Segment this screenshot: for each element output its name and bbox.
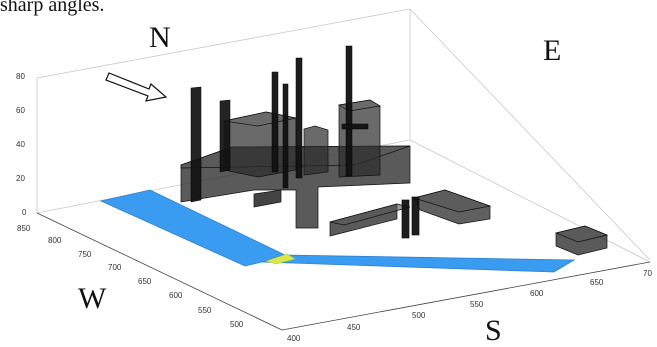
annex-tower-1 bbox=[401, 199, 410, 239]
s-tick-650: 650 bbox=[590, 278, 604, 287]
s-tick-600: 600 bbox=[530, 289, 544, 298]
west-axis-line bbox=[36, 212, 283, 331]
z-tick-0: 0 bbox=[22, 208, 27, 217]
figure-caption-fragment: sharp angles. bbox=[0, 0, 105, 16]
w-tick-850: 850 bbox=[17, 224, 31, 233]
z-tick-60: 60 bbox=[16, 106, 25, 115]
z-tick-20: 20 bbox=[16, 174, 25, 183]
building-small-low bbox=[253, 189, 282, 208]
west-axis-ticks: 500 550 600 650 700 750 800 850 bbox=[17, 224, 244, 329]
south-axis-ticks: 400 450 500 550 600 650 70 bbox=[287, 269, 652, 343]
pipe-bridge bbox=[341, 123, 369, 130]
chimney-4 bbox=[345, 45, 353, 177]
z-tick-40: 40 bbox=[16, 140, 25, 149]
w-tick-800: 800 bbox=[48, 236, 62, 245]
compass-south-label: S bbox=[485, 314, 502, 347]
building-isolated bbox=[554, 225, 609, 256]
tower-left-mid bbox=[219, 99, 231, 173]
w-tick-700: 700 bbox=[108, 263, 122, 272]
compass-east-label: E bbox=[543, 34, 562, 67]
w-tick-650: 650 bbox=[138, 277, 152, 286]
w-tick-550: 550 bbox=[198, 306, 212, 315]
compass-west-label: W bbox=[78, 282, 107, 315]
z-tick-80: 80 bbox=[16, 72, 25, 81]
building-east-annex bbox=[329, 189, 492, 239]
chimney-2 bbox=[282, 83, 289, 189]
south-axis-line bbox=[281, 261, 651, 331]
box-top-back-right-edge bbox=[409, 8, 651, 261]
annex-long-wing-roof bbox=[329, 203, 411, 226]
w-tick-500: 500 bbox=[230, 320, 244, 329]
s-tick-450: 450 bbox=[347, 323, 361, 332]
tower-left bbox=[190, 86, 202, 203]
annex-tower-2 bbox=[411, 196, 420, 236]
towers bbox=[190, 45, 369, 203]
building-center-right bbox=[303, 125, 329, 176]
s-tick-550: 550 bbox=[470, 300, 484, 309]
z-axis-ticks: 80 60 40 20 0 bbox=[16, 72, 27, 217]
building-right-tall bbox=[338, 99, 381, 178]
building-complex-main bbox=[180, 99, 411, 229]
road-segment-south bbox=[261, 254, 576, 273]
s-tick-500: 500 bbox=[412, 311, 426, 320]
annex-corner-roof bbox=[412, 189, 492, 213]
box-floor-back-right-edge bbox=[409, 139, 651, 263]
isolated-block-roof bbox=[554, 225, 609, 243]
arrow-hollow-icon bbox=[105, 72, 168, 102]
floor-axes bbox=[36, 212, 651, 331]
roads bbox=[99, 189, 576, 273]
road-junction-highlight bbox=[265, 253, 296, 265]
s-tick-70: 70 bbox=[643, 269, 652, 278]
box-top-back-left-edge bbox=[36, 8, 411, 79]
compass-north-label: N bbox=[149, 21, 171, 54]
w-tick-600: 600 bbox=[169, 291, 183, 300]
s-tick-400: 400 bbox=[287, 334, 301, 343]
chimney-3 bbox=[295, 57, 303, 179]
chimney-1 bbox=[271, 71, 279, 173]
w-tick-750: 750 bbox=[78, 250, 92, 259]
